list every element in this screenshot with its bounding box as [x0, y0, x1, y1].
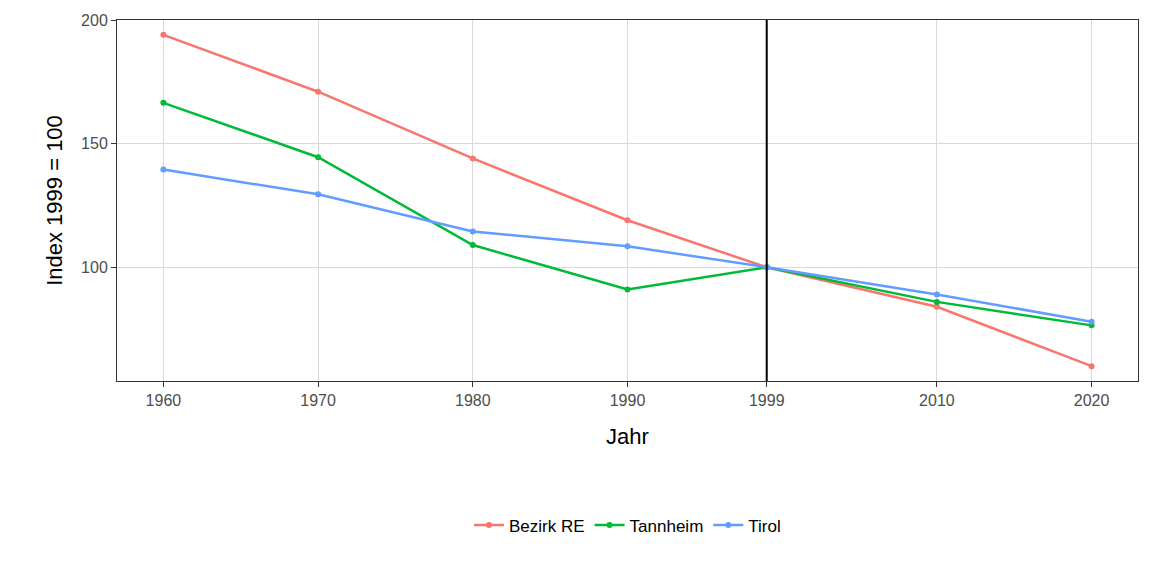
svg-text:Tirol: Tirol	[748, 517, 780, 536]
svg-text:200: 200	[81, 12, 108, 29]
svg-text:Bezirk RE: Bezirk RE	[509, 517, 585, 536]
svg-text:Index 1999 = 100: Index 1999 = 100	[42, 115, 67, 286]
svg-text:100: 100	[81, 259, 108, 276]
svg-text:Jahr: Jahr	[606, 424, 649, 449]
svg-text:2010: 2010	[919, 392, 955, 409]
svg-text:1960: 1960	[146, 392, 182, 409]
svg-text:1999: 1999	[749, 392, 785, 409]
svg-text:1980: 1980	[455, 392, 491, 409]
svg-text:1970: 1970	[300, 392, 336, 409]
svg-text:1990: 1990	[610, 392, 646, 409]
svg-text:150: 150	[81, 135, 108, 152]
svg-text:Tannheim: Tannheim	[630, 517, 704, 536]
svg-text:2020: 2020	[1074, 392, 1110, 409]
